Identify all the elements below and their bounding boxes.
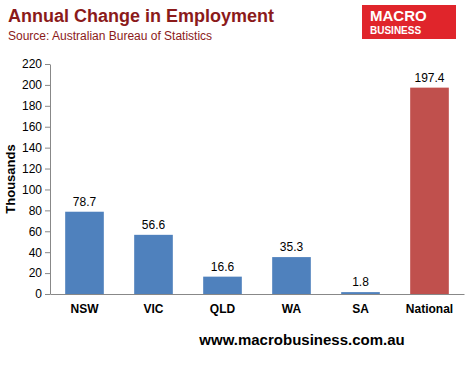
tick-mark (45, 106, 50, 107)
tick: SA (352, 294, 369, 316)
tick: NSW (71, 294, 100, 316)
tick-label: 160 (22, 120, 42, 134)
data-label: 16.6 (211, 260, 235, 274)
tick-mark (45, 273, 50, 274)
plot: 0 20 40 60 80 100 120 140 160 180 200 220 NSW VIC QLD W… (22, 57, 465, 315)
tick-mark (45, 64, 50, 65)
title: Annual Change in Employment (8, 6, 274, 26)
axis-line (50, 65, 51, 295)
logo-box (362, 5, 456, 39)
tick-label: 180 (22, 99, 42, 113)
tick-label: 0 (35, 287, 42, 301)
tick-label: 120 (22, 162, 42, 176)
bar (272, 257, 311, 294)
tick-label: WA (282, 302, 302, 316)
tick-label: 100 (22, 183, 42, 197)
tick-mark (45, 189, 50, 190)
logo-text: BUSINESS (370, 25, 421, 36)
tick: VIC (143, 294, 163, 316)
tick: National (406, 294, 453, 316)
bar (65, 212, 104, 294)
tick: 80 (29, 204, 50, 218)
tick: WA (282, 294, 302, 316)
tick: 0 (35, 287, 50, 301)
data-label: 78.7 (73, 195, 97, 209)
tick-mark (45, 294, 50, 295)
logo: MACROBUSINESS (362, 5, 456, 39)
tick: QLD (210, 294, 236, 316)
bar (410, 88, 449, 294)
data-label: 56.6 (142, 218, 166, 232)
bar (134, 235, 173, 294)
chart: Annual Change in Employment Source: Austr… (0, 0, 472, 365)
footer-url: www.macrobusiness.com.au (198, 331, 404, 348)
tick: 120 (22, 162, 50, 176)
tick-label: 60 (29, 225, 43, 239)
y-axis-title: Thousands (3, 144, 18, 213)
tick-label: 220 (22, 57, 42, 71)
axis-line (51, 294, 465, 295)
tick: 160 (22, 120, 50, 134)
tick-label: 20 (29, 266, 43, 280)
tick: 180 (22, 99, 50, 113)
bar (341, 292, 380, 294)
tick: 20 (29, 266, 50, 280)
tick: 40 (29, 246, 50, 260)
data-labels: 78.7 56.6 16.6 35.3 1.8 197.4 (73, 71, 445, 289)
tick-label: 80 (29, 204, 43, 218)
tick-label: 140 (22, 141, 42, 155)
tick-label: VIC (143, 302, 163, 316)
tick-mark (45, 210, 50, 211)
y-axis: 0 20 40 60 80 100 120 140 160 180 200 220 (22, 57, 51, 301)
tick-mark (45, 231, 50, 232)
tick: 220 (22, 57, 50, 71)
tick: 140 (22, 141, 50, 155)
tick-mark (45, 169, 50, 170)
tick-mark (45, 127, 50, 128)
data-label: 35.3 (280, 240, 304, 254)
tick-label: NSW (71, 302, 100, 316)
tick: 100 (22, 183, 50, 197)
tick-label: 200 (22, 78, 42, 92)
logo-text: MACRO (370, 7, 427, 24)
tick: 60 (29, 225, 50, 239)
tick: 200 (22, 78, 50, 92)
data-label: 197.4 (414, 71, 444, 85)
tick-mark (45, 252, 50, 253)
x-axis: NSW VIC QLD WA SA National (51, 294, 465, 316)
bar (203, 277, 242, 294)
tick-label: National (406, 302, 453, 316)
tick-label: 40 (29, 246, 43, 260)
tick-label: SA (352, 302, 369, 316)
tick-mark (45, 85, 50, 86)
subtitle: Source: Australian Bureau of Statistics (8, 29, 212, 43)
tick-label: QLD (210, 302, 236, 316)
tick-mark (45, 148, 50, 149)
data-label: 1.8 (352, 275, 369, 289)
bars (65, 88, 449, 294)
